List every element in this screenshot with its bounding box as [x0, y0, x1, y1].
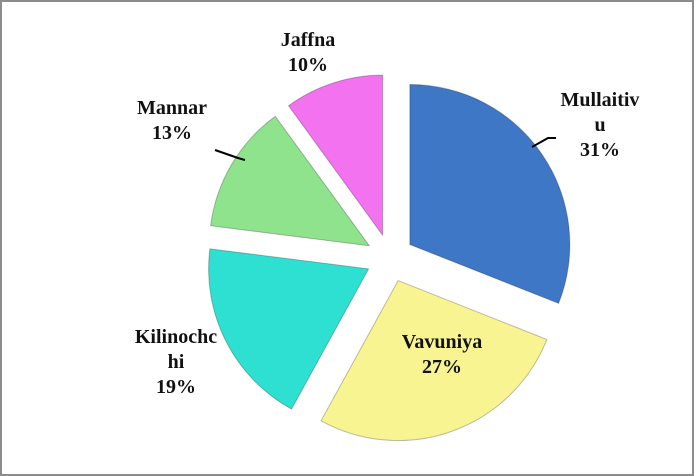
slice-label: Kilinochchi 19% — [133, 325, 219, 400]
category-label: Jaffna — [280, 29, 336, 51]
leader-line — [214, 149, 246, 161]
category-label: Vavuniya — [401, 331, 483, 353]
pie-slice — [320, 279, 548, 442]
pie-slice — [208, 248, 370, 410]
pie-slice — [409, 84, 571, 305]
percent-label: 31% — [580, 139, 620, 161]
slice-label: Jaffna 10% — [265, 28, 351, 78]
category-label: Mannar — [137, 97, 207, 119]
percent-label: 13% — [152, 122, 192, 144]
percent-label: 19% — [156, 376, 196, 398]
percent-label: 10% — [288, 54, 328, 76]
pie-slice — [210, 115, 371, 247]
percent-label: 27% — [422, 356, 462, 378]
pie-slice — [287, 74, 384, 237]
category-label: Kilinochchi — [134, 326, 218, 373]
category-label: Mullaitivu — [560, 89, 640, 136]
slice-label: Mannar 13% — [122, 96, 222, 146]
slice-label: Vavuniya 27% — [387, 330, 497, 380]
slice-label: Mullaitivu 31% — [557, 88, 643, 163]
leader-line — [531, 137, 556, 148]
